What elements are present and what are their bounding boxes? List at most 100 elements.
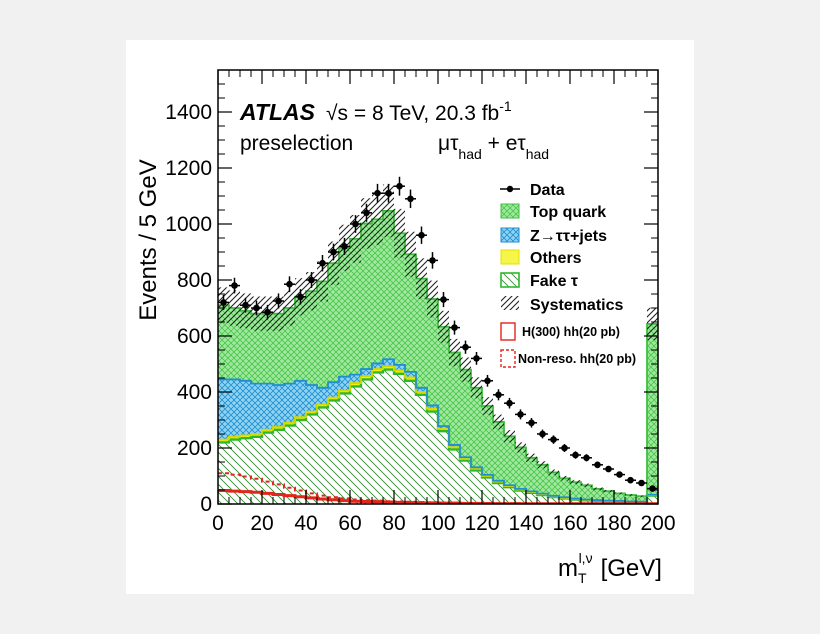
data-point	[218, 294, 229, 310]
data-point	[636, 479, 647, 487]
legend-item-fake: Fake τ	[500, 272, 578, 290]
systematics-bin	[306, 272, 317, 311]
data-point	[262, 304, 273, 320]
x-tick-label: 0	[212, 512, 224, 535]
data-point	[306, 272, 317, 288]
x-tick-label: 80	[382, 512, 405, 535]
channel-label: μτhad + eτhad	[438, 132, 549, 162]
data-point	[372, 183, 383, 203]
systematics-bin	[405, 231, 416, 277]
legend-label-data: Data	[530, 182, 565, 199]
systematics-bin	[493, 414, 504, 430]
data-point	[240, 297, 251, 313]
legend-item-nonreso: Non-reso. hh(20 pb)	[500, 349, 636, 368]
systematics-bin	[559, 475, 570, 481]
legend-item-others: Others	[500, 249, 582, 267]
legend-label-nonreso: Non-reso. hh(20 pb)	[518, 352, 636, 366]
data-point	[317, 254, 328, 272]
data-point	[438, 292, 449, 308]
systematics-bin	[592, 487, 603, 491]
data-point	[284, 276, 295, 293]
histogram-plot: 0 20 40 60 80 100 120 140 160 180 200 0 200 400 600 800…	[135, 69, 676, 586]
systematics-bin	[273, 296, 284, 331]
data-point	[570, 451, 581, 459]
legend-item-top: Top quark	[500, 203, 606, 221]
x-tick-label: 180	[596, 512, 631, 535]
y-tick-label: 1000	[165, 213, 212, 236]
systematics-bin	[515, 442, 526, 453]
data-point	[559, 444, 570, 452]
y-tick-label: 1400	[165, 101, 212, 124]
systematics-bin	[460, 357, 471, 382]
data-point	[515, 409, 526, 420]
legend-item-data: Data	[500, 182, 565, 199]
legend-item-h300: H(300) hh(20 pb)	[500, 322, 620, 341]
data-point	[273, 293, 284, 309]
energy-lumi-label: √s = 8 TeV, 20.3 fb-1	[326, 98, 512, 125]
x-tick-label: 160	[552, 512, 587, 535]
y-tick-label: 600	[177, 325, 212, 348]
data-point	[361, 203, 372, 222]
data-point	[251, 300, 262, 316]
systematics-band	[218, 184, 658, 497]
data-point	[625, 476, 636, 484]
x-tick-label: 140	[508, 512, 543, 535]
legend-label-h300: H(300) hh(20 pb)	[522, 325, 620, 339]
data-point	[493, 389, 504, 401]
data-points	[218, 176, 658, 492]
x-tick-label: 20	[250, 512, 273, 535]
data-point	[471, 352, 482, 365]
systematics-bin	[394, 208, 405, 258]
data-point	[614, 471, 625, 478]
systematics-bin	[614, 492, 625, 495]
legend-item-systematics: Systematics	[501, 296, 623, 314]
systematics-bin	[570, 480, 581, 485]
experiment-header: ATLAS	[239, 99, 316, 125]
y-axis-label: Events / 5 GeV	[135, 159, 162, 320]
x-tick-label: 200	[640, 512, 675, 535]
figure-panel: 0 20 40 60 80 100 120 140 160 180 200 0 200 400 600 800…	[126, 40, 694, 594]
data-point	[537, 429, 548, 439]
y-tick-label: 0	[200, 493, 212, 516]
y-tick-label: 800	[177, 269, 212, 292]
x-tick-label: 100	[420, 512, 455, 535]
data-point	[339, 237, 350, 255]
data-point	[482, 374, 493, 387]
systematics-bin	[372, 193, 383, 245]
selection-label: preselection	[240, 132, 353, 155]
data-point	[504, 397, 515, 409]
legend: Data Top quark Z→ττ+jets Others Fake τ S…	[500, 182, 636, 368]
systematics-bin	[471, 377, 482, 399]
legend-label-others: Others	[530, 250, 582, 267]
systematics-bin	[383, 184, 394, 238]
data-point	[229, 277, 240, 294]
legend-item-ztt: Z→ττ+jets	[500, 227, 607, 245]
data-point	[394, 176, 405, 196]
x-tick-label: 60	[338, 512, 361, 535]
x-tick-label: 120	[464, 512, 499, 535]
systematics-bin	[537, 461, 548, 469]
data-point	[449, 320, 460, 335]
y-tick-label: 1200	[165, 157, 212, 180]
legend-label-fake: Fake τ	[530, 273, 578, 290]
systematics-bin	[350, 214, 361, 263]
systematics-bin	[526, 453, 537, 462]
data-point	[592, 461, 603, 469]
systematics-bin	[317, 261, 328, 302]
data-point	[526, 418, 537, 428]
legend-label-systematics: Systematics	[530, 297, 623, 314]
data-point	[416, 226, 427, 244]
systematics-bin	[328, 241, 339, 285]
data-point	[350, 215, 361, 233]
systematics-bin	[504, 430, 515, 443]
systematics-bin	[427, 280, 438, 318]
systematics-bin	[284, 290, 295, 326]
systematics-bin	[416, 258, 427, 299]
systematics-bin	[625, 494, 636, 496]
systematics-bin	[647, 307, 658, 341]
axis-ticks: 0 20 40 60 80 100 120 140 160 180 200 0 200 400 600 800…	[165, 70, 676, 535]
data-point	[405, 189, 416, 209]
data-point	[383, 183, 394, 203]
systematics-bin	[581, 483, 592, 487]
stack-outline-2	[218, 358, 658, 503]
